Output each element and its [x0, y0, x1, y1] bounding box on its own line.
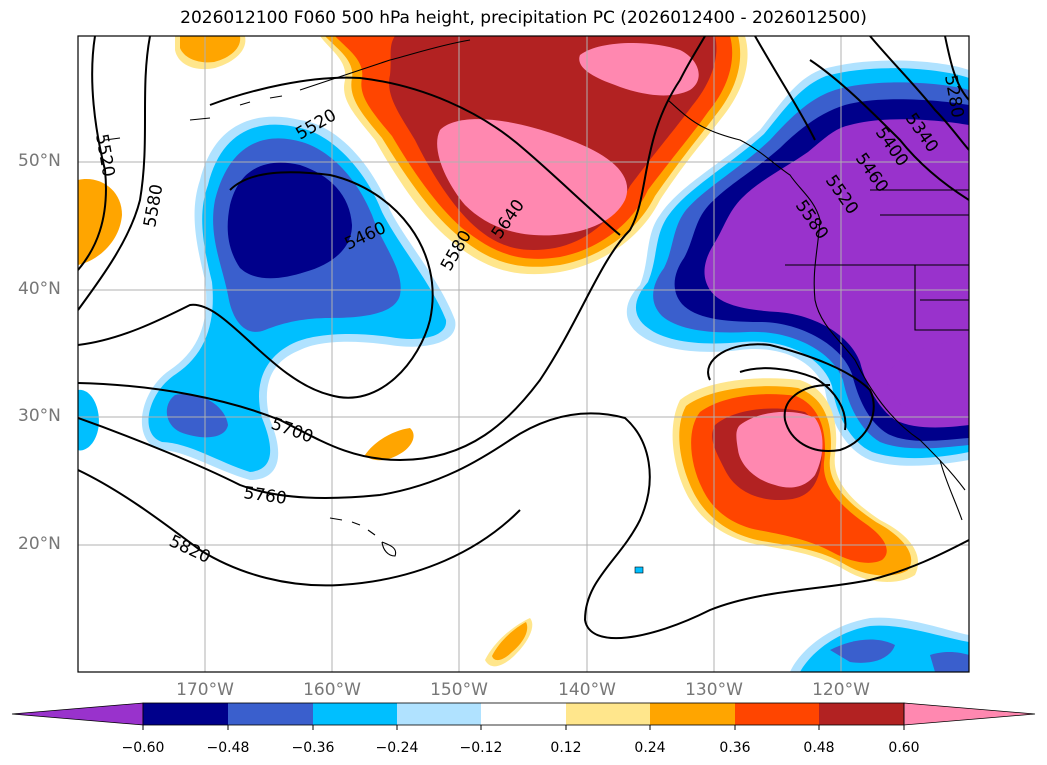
- colorbar-bin: [819, 703, 904, 725]
- graticule: [78, 36, 969, 672]
- positive-region-southeast: [672, 378, 919, 582]
- colorbar-tick-label: 0.36: [719, 740, 751, 756]
- lon-label-140w: 140°W: [558, 680, 616, 700]
- colorbar-tick-label: 0.24: [634, 740, 666, 756]
- map-frame: [77, 35, 970, 673]
- colorbar: [11, 702, 1036, 730]
- colorbar-bin: [228, 703, 313, 725]
- coastlines: [104, 39, 969, 557]
- colorbar-bin: [313, 703, 397, 725]
- height-contours: [78, 36, 969, 640]
- lat-label-40n: 40°N: [18, 279, 61, 299]
- positive-blob-hawaii: [365, 428, 414, 461]
- colorbar-bin: [735, 703, 819, 725]
- map-title: 2026012100 F060 500 hPa height, precipit…: [180, 8, 867, 28]
- colorbar-bin: [566, 703, 650, 725]
- positive-region-west-edge: [78, 179, 122, 265]
- lat-label-20n: 20°N: [18, 534, 61, 554]
- lon-label-160w: 160°W: [303, 680, 361, 700]
- lon-label-150w: 150°W: [430, 680, 488, 700]
- colorbar-tick-label: −0.36: [291, 740, 335, 756]
- colorbar-tick-label: 0.60: [888, 740, 920, 756]
- lon-label-120w: 120°W: [812, 680, 870, 700]
- colorbar-bin: [397, 703, 481, 725]
- lon-label-130w: 130°W: [685, 680, 743, 700]
- colorbar-tick-label: −0.24: [375, 740, 419, 756]
- colorbar-tick-label: 0.12: [550, 740, 582, 756]
- lat-label-50n: 50°N: [18, 151, 61, 171]
- colorbar-extend-low: [11, 702, 144, 726]
- colorbar-bin: [650, 703, 735, 725]
- colorbar-tick-label: −0.60: [121, 740, 165, 756]
- negative-region-west: [78, 116, 456, 480]
- precipitation-field: 5520 5580 5520 5460 5580 5640 5700 5760 …: [78, 36, 969, 672]
- lon-label-170w: 170°W: [176, 680, 234, 700]
- colorbar-tick-label: −0.48: [206, 740, 250, 756]
- colorbar-bin: [143, 703, 228, 725]
- colorbar-bin: [481, 703, 566, 725]
- colorbar-extend-high: [903, 702, 1036, 726]
- lat-label-30n: 30°N: [18, 406, 61, 426]
- colorbar-tick-label: −0.12: [459, 740, 503, 756]
- colorbar-tick-label: 0.48: [803, 740, 835, 756]
